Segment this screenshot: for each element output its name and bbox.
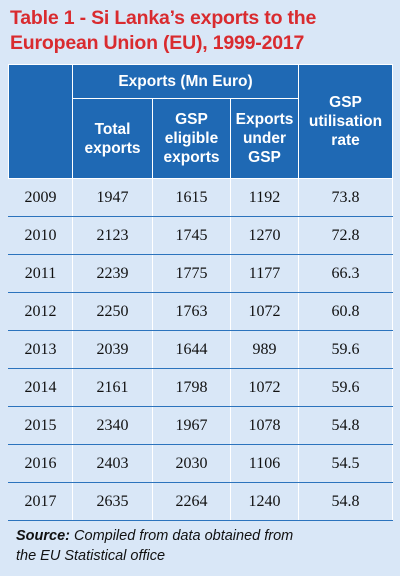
gsp-eligible-cell: 1763 [152, 292, 231, 331]
exports-under-gsp-cell: 1078 [229, 406, 300, 445]
under-gsp-line-2: under [242, 130, 287, 147]
total-exports-line-2: exports [84, 139, 141, 157]
gsp-utilisation-cell: 59.6 [298, 368, 394, 407]
table-row: 2016 2403 2030 1106 54.5 [8, 444, 394, 483]
total-exports-cell: 1947 [72, 178, 153, 217]
gsp-eligible-cell: 2030 [152, 444, 231, 483]
year-cell: 2016 [8, 444, 73, 483]
gsp-eligible-cell: 1798 [152, 368, 231, 407]
title-line-2: European Union (EU), 1999-2017 [10, 32, 305, 54]
gsp-utilisation-cell: 66.3 [298, 254, 394, 293]
total-exports-cell: 2039 [72, 330, 153, 369]
source-note: Source: Compiled from data obtained from… [16, 526, 392, 566]
year-cell: 2017 [8, 482, 73, 521]
gsp-utilisation-cell: 59.6 [298, 330, 394, 369]
total-exports-cell: 2239 [72, 254, 153, 293]
exports-under-gsp-cell: 1072 [229, 292, 300, 331]
source-text-line-1: Compiled from data obtained from [70, 528, 294, 544]
total-exports-header: Total exports [72, 98, 153, 179]
exports-under-gsp-cell: 989 [229, 330, 300, 369]
exports-under-gsp-cell: 1240 [229, 482, 300, 521]
gsp-eligible-cell: 1967 [152, 406, 231, 445]
gsp-utilisation-cell: 73.8 [298, 178, 394, 217]
table-row: 2014 2161 1798 1072 59.6 [8, 368, 394, 407]
exports-under-gsp-cell: 1072 [229, 368, 300, 407]
gsp-eligible-line-3: exports [163, 149, 220, 166]
gsp-util-line-3: rate [331, 132, 360, 149]
under-gsp-line-3: GSP [248, 149, 281, 166]
year-cell: 2015 [8, 406, 73, 445]
gsp-eligible-cell: 1644 [152, 330, 231, 369]
table-row: 2010 2123 1745 1270 72.8 [8, 216, 394, 255]
title-line-1: Table 1 - Si Lanka’s exports to the [10, 7, 317, 29]
exports-under-gsp-cell: 1270 [229, 216, 300, 255]
gsp-eligible-cell: 1745 [152, 216, 231, 255]
year-cell: 2014 [8, 368, 73, 407]
total-exports-cell: 2635 [72, 482, 153, 521]
gsp-utilisation-cell: 54.5 [298, 444, 394, 483]
gsp-eligible-cell: 1615 [152, 178, 231, 217]
exports-under-gsp-cell: 1177 [229, 254, 300, 293]
table-row: 2013 2039 1644 989 59.6 [8, 330, 394, 369]
gsp-util-line-2: utilisation [308, 113, 383, 130]
gsp-utilisation-cell: 54.8 [298, 482, 394, 521]
exports-under-gsp-cell: 1106 [229, 444, 300, 483]
exports-under-gsp-header: Exports under GSP [229, 98, 300, 179]
year-cell: 2010 [8, 216, 73, 255]
gsp-util-line-1: GSP [329, 94, 362, 111]
total-exports-cell: 2123 [72, 216, 153, 255]
table-row: 2009 1947 1615 1192 73.8 [8, 178, 394, 217]
total-exports-cell: 2403 [72, 444, 153, 483]
source-text-line-2: the EU Statistical office [16, 548, 166, 564]
gsp-utilisation-cell: 72.8 [298, 216, 394, 255]
year-cell: 2009 [8, 178, 73, 217]
exports-under-gsp-cell: 1192 [229, 178, 300, 217]
source-label: Source: [16, 528, 70, 544]
exports-group-header: Exports (Mn Euro) [71, 64, 300, 99]
table-row: 2012 2250 1763 1072 60.8 [8, 292, 394, 331]
gsp-eligible-cell: 1775 [152, 254, 231, 293]
total-exports-cell: 2340 [72, 406, 153, 445]
total-exports-line-1: Total [94, 120, 131, 138]
total-exports-cell: 2250 [72, 292, 153, 331]
gsp-utilisation-header: GSP utilisation rate [298, 64, 394, 179]
gsp-eligible-header: GSP eligible exports [152, 98, 231, 179]
year-cell: 2012 [8, 292, 73, 331]
year-cell: 2011 [8, 254, 73, 293]
gsp-utilisation-cell: 54.8 [298, 406, 394, 445]
year-cell: 2013 [8, 330, 73, 369]
table-row: 2015 2340 1967 1078 54.8 [8, 406, 394, 445]
under-gsp-line-1: Exports [235, 111, 294, 128]
total-exports-cell: 2161 [72, 368, 153, 407]
gsp-eligible-line-1: GSP [175, 111, 208, 128]
table-row: 2017 2635 2264 1240 54.8 [8, 482, 394, 521]
gsp-eligible-cell: 2264 [152, 482, 231, 521]
table-row: 2011 2239 1775 1177 66.3 [8, 254, 394, 293]
year-header [8, 64, 73, 179]
gsp-utilisation-cell: 60.8 [298, 292, 394, 331]
exports-table: Exports (Mn Euro) GSP utilisation rate T… [8, 64, 394, 521]
gsp-eligible-line-2: eligible [164, 130, 219, 147]
table-title: Table 1 - Si Lanka’s exports to the Euro… [10, 6, 392, 60]
